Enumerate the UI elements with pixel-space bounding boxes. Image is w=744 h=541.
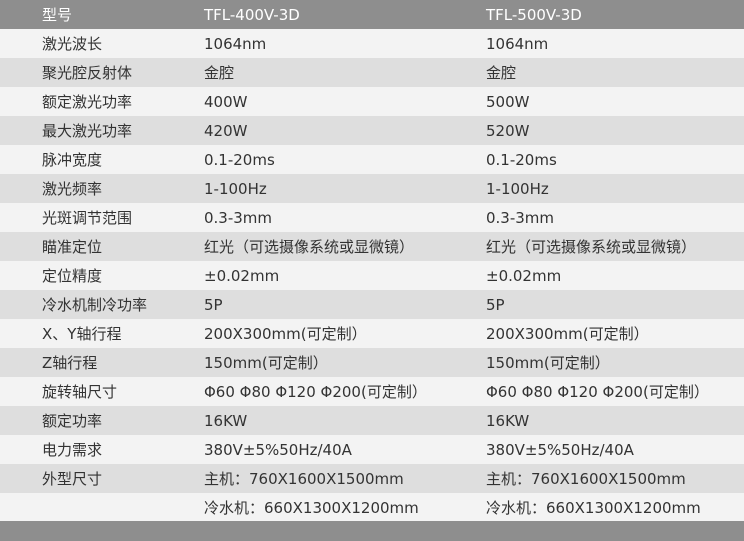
header-model-a: TFL-400V-3D: [204, 5, 300, 24]
value-model-b: 520W: [486, 121, 530, 140]
table-row: 冷水机：660X1300X1200mm 冷水机：660X1300X1200mm: [0, 493, 744, 522]
value-model-b: 5P: [486, 295, 505, 314]
value-model-a: 红光（可选摄像系统或显微镜）: [204, 238, 415, 256]
value-model-a: 0.3-3mm: [204, 208, 273, 227]
table-row: 定位精度 ±0.02mm ±0.02mm: [0, 261, 744, 290]
value-model-b: 0.1-20ms: [486, 150, 557, 169]
value-model-b: 主机：760X1600X1500mm: [486, 470, 686, 488]
value-model-a: ±0.02mm: [204, 266, 280, 285]
value-model-a: 16KW: [204, 411, 248, 430]
value-model-b: 1-100Hz: [486, 179, 549, 198]
value-model-b: Φ60 Φ80 Φ120 Φ200(可定制）: [486, 383, 709, 401]
row-label: 激光波长: [42, 35, 103, 53]
table-row: 激光频率 1-100Hz 1-100Hz: [0, 174, 744, 203]
table-row: 旋转轴尺寸 Φ60 Φ80 Φ120 Φ200(可定制） Φ60 Φ80 Φ120 …: [0, 377, 744, 406]
row-label: 瞄准定位: [42, 238, 103, 256]
table-header-row: 型号 TFL-400V-3D TFL-500V-3D: [0, 0, 744, 29]
row-label: Z轴行程: [42, 354, 98, 372]
row-label: 最大激光功率: [42, 122, 133, 140]
table-row: 激光波长 1064nm 1064nm: [0, 29, 744, 58]
table-row: 最大激光功率 420W 520W: [0, 116, 744, 145]
value-model-a: 冷水机：660X1300X1200mm: [204, 499, 419, 517]
value-model-b: 0.3-3mm: [486, 208, 555, 227]
row-label: 激光频率: [42, 180, 103, 198]
value-model-b: 16KW: [486, 411, 530, 430]
row-label: X、Y轴行程: [42, 325, 122, 343]
table-row: 外型尺寸 主机：760X1600X1500mm 主机：760X1600X1500mm: [0, 464, 744, 493]
row-label: 光斑调节范围: [42, 209, 133, 227]
value-model-b: ±0.02mm: [486, 266, 562, 285]
header-label: 型号: [42, 6, 73, 24]
value-model-b: 1064nm: [486, 34, 549, 53]
value-model-b: 红光（可选摄像系统或显微镜）: [486, 238, 697, 256]
value-model-b: 500W: [486, 92, 530, 111]
value-model-b: 金腔: [486, 64, 517, 82]
value-model-a: 金腔: [204, 64, 235, 82]
value-model-a: 400W: [204, 92, 248, 111]
row-label: 定位精度: [42, 267, 103, 285]
value-model-a: 5P: [204, 295, 223, 314]
row-label: 额定功率: [42, 412, 103, 430]
table-row: Z轴行程 150mm(可定制） 150mm(可定制）: [0, 348, 744, 377]
row-label: 旋转轴尺寸: [42, 383, 118, 401]
row-label: 电力需求: [42, 441, 103, 459]
value-model-b: 200X300mm(可定制）: [486, 325, 649, 343]
table-row: X、Y轴行程 200X300mm(可定制） 200X300mm(可定制）: [0, 319, 744, 348]
row-label: 额定激光功率: [42, 93, 133, 111]
value-model-a: 420W: [204, 121, 248, 140]
value-model-a: 1064nm: [204, 34, 267, 53]
row-label: 外型尺寸: [42, 470, 103, 488]
footer-bar: [0, 521, 744, 541]
row-label: 冷水机制冷功率: [42, 296, 148, 314]
table-row: 电力需求 380V±5%50Hz/40A 380V±5%50Hz/40A: [0, 435, 744, 464]
row-label: 聚光腔反射体: [42, 64, 133, 82]
value-model-a: 1-100Hz: [204, 179, 267, 198]
table-row: 瞄准定位 红光（可选摄像系统或显微镜） 红光（可选摄像系统或显微镜）: [0, 232, 744, 261]
table-row: 聚光腔反射体 金腔 金腔: [0, 58, 744, 87]
spec-table: 型号 TFL-400V-3D TFL-500V-3D 激光波长 1064nm 106…: [0, 0, 744, 522]
value-model-b: 380V±5%50Hz/40A: [486, 440, 634, 459]
header-model-b: TFL-500V-3D: [486, 5, 582, 24]
value-model-b: 150mm(可定制）: [486, 354, 610, 372]
table-row: 光斑调节范围 0.3-3mm 0.3-3mm: [0, 203, 744, 232]
value-model-a: 0.1-20ms: [204, 150, 275, 169]
table-row: 冷水机制冷功率 5P 5P: [0, 290, 744, 319]
value-model-a: 200X300mm(可定制）: [204, 325, 367, 343]
value-model-a: 380V±5%50Hz/40A: [204, 440, 352, 459]
value-model-a: Φ60 Φ80 Φ120 Φ200(可定制）: [204, 383, 427, 401]
row-label: 脉冲宽度: [42, 151, 103, 169]
table-row: 脉冲宽度 0.1-20ms 0.1-20ms: [0, 145, 744, 174]
table-row: 额定激光功率 400W 500W: [0, 87, 744, 116]
table-row: 额定功率 16KW 16KW: [0, 406, 744, 435]
value-model-b: 冷水机：660X1300X1200mm: [486, 499, 701, 517]
value-model-a: 150mm(可定制）: [204, 354, 328, 372]
value-model-a: 主机：760X1600X1500mm: [204, 470, 404, 488]
